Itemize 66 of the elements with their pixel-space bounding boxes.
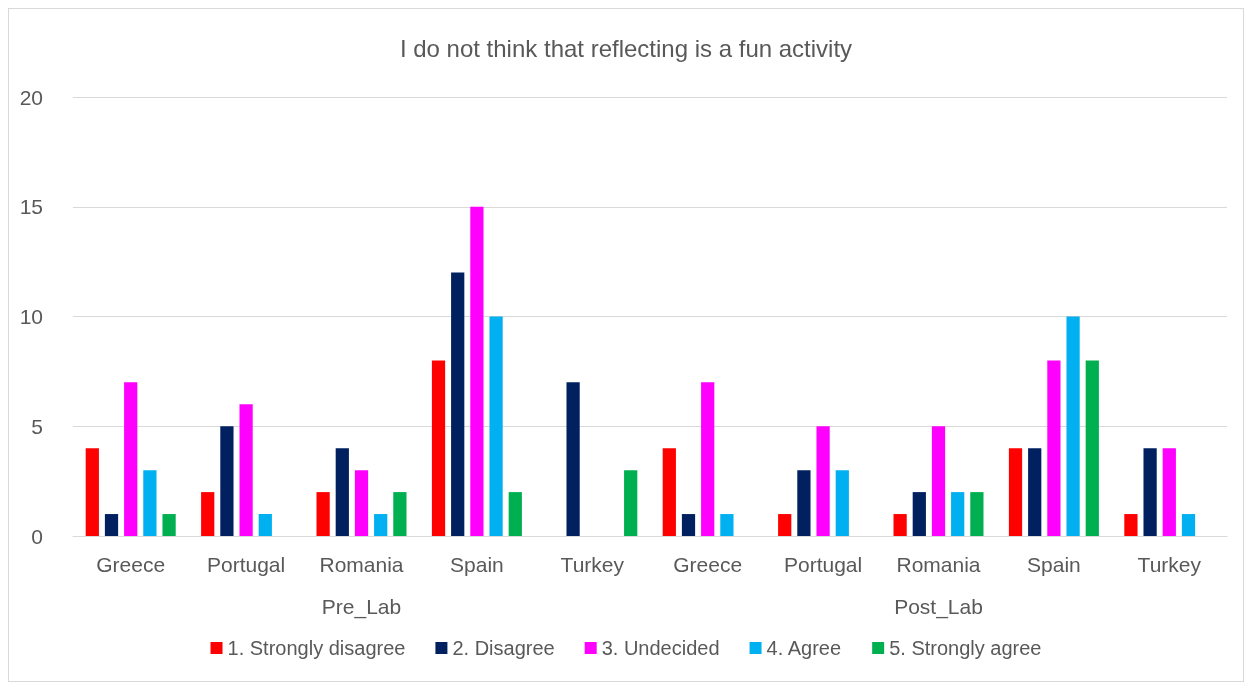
bar (931, 426, 946, 536)
bar (912, 492, 926, 536)
bar (143, 470, 157, 536)
bar (720, 514, 734, 536)
text: Pre_Lab (321, 595, 402, 619)
bar (835, 470, 849, 536)
bar (681, 514, 696, 536)
bar (451, 272, 465, 536)
bar (85, 448, 99, 536)
bar (951, 492, 965, 536)
chart-title: I do not think that reflecting is a fun activity (399, 34, 853, 62)
bar (258, 514, 272, 536)
legend-label: 4. Agree (766, 637, 842, 659)
bar (816, 426, 830, 536)
bar (1066, 316, 1080, 536)
bar (470, 206, 484, 536)
bar (354, 470, 369, 536)
legend-label: 1. Strongly disagree (227, 637, 406, 659)
y-tick-label: 10 (19, 305, 43, 328)
bar (778, 514, 792, 536)
bar (662, 448, 676, 536)
bar (1028, 448, 1042, 536)
bar (624, 470, 638, 536)
bar (797, 470, 811, 536)
bar (1162, 448, 1176, 536)
bar (335, 448, 349, 536)
x-tick-label: Greece (96, 553, 166, 576)
legend-label: 3. Undecided (601, 637, 720, 659)
y-tick-label: 15 (19, 195, 43, 219)
bar (393, 492, 407, 536)
text: Post_Lab (894, 595, 983, 619)
bar (566, 382, 580, 536)
x-tick-label: Portugal (206, 553, 286, 576)
bar (1124, 514, 1138, 536)
bar (374, 514, 388, 536)
bar (701, 382, 715, 536)
bar (1181, 514, 1196, 536)
bar (489, 316, 503, 536)
bar (220, 426, 234, 536)
bar (893, 514, 907, 536)
x-tick-label: Romania (319, 553, 404, 576)
y-tick-label: 5 (31, 414, 43, 438)
x-tick-label: Spain (1027, 553, 1081, 576)
x-tick-label: Portugal (783, 553, 863, 576)
bar (431, 360, 446, 536)
legend-label: 2. Disagree (452, 637, 555, 659)
bar (239, 404, 253, 536)
bar (1008, 448, 1023, 536)
x-tick-label: Greece (673, 553, 743, 576)
bar (124, 382, 138, 536)
legend-label: 5. Strongly agree (889, 637, 1042, 659)
x-tick-label: Turkey (1137, 553, 1202, 576)
bar (104, 514, 119, 536)
bar (162, 514, 176, 536)
x-tick-label: Romania (896, 553, 981, 576)
x-tick-label: Spain (450, 553, 504, 576)
bar (316, 492, 330, 536)
y-tick-label: 0 (31, 524, 43, 548)
bar (970, 492, 984, 536)
x-tick-label: Turkey (560, 553, 625, 576)
bar (201, 492, 215, 536)
bar (508, 492, 522, 536)
bar (1143, 448, 1157, 536)
y-tick-label: 20 (19, 85, 43, 109)
bar (1085, 360, 1099, 536)
bar (1047, 360, 1061, 536)
